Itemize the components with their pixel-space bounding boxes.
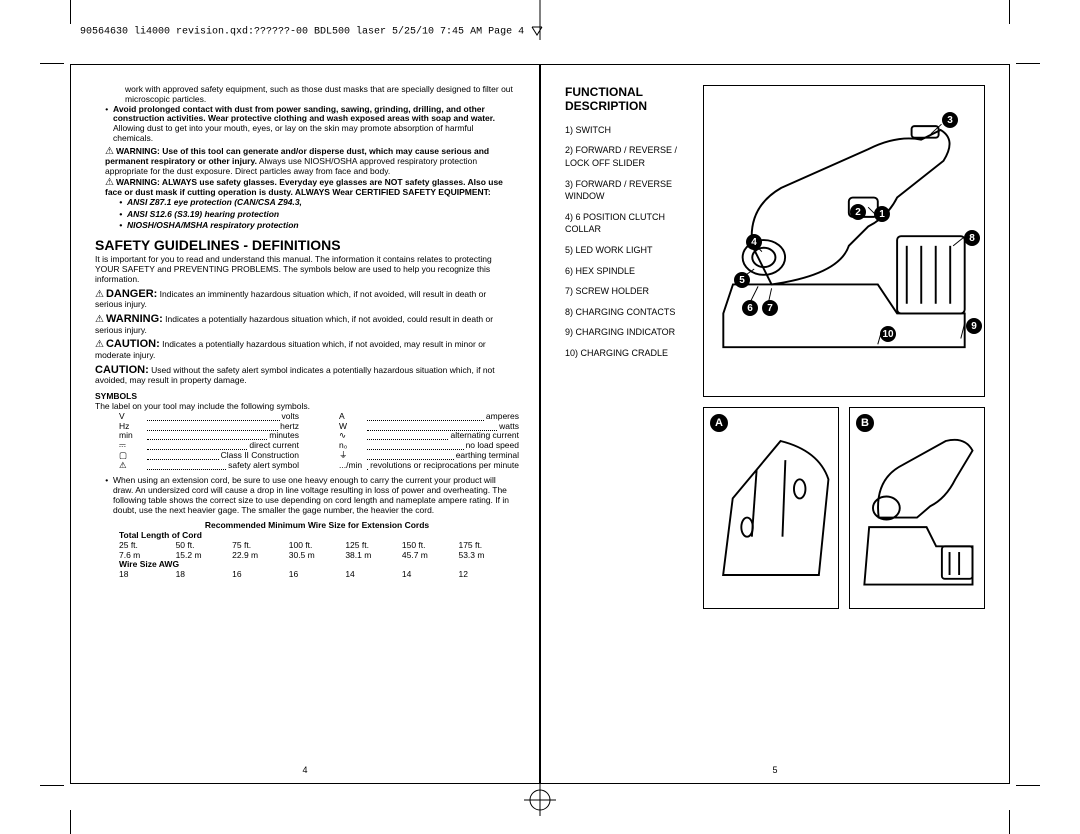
callout-2: 2 (850, 204, 866, 220)
definitions-intro: It is important for you to read and unde… (95, 255, 515, 284)
callout-9: 9 (966, 318, 982, 334)
definitions-heading: SAFETY GUIDELINES - DEFINITIONS (95, 237, 515, 253)
caution-row: CAUTION: Indicates a potentially hazardo… (95, 338, 515, 360)
functional-item: 4) 6 POSITION CLUTCH COLLAR (565, 211, 695, 236)
functional-item: 6) HEX SPINDLE (565, 265, 695, 278)
warning-row: WARNING: Indicates a potentially hazardo… (95, 313, 515, 335)
cert-list: ANSI Z87.1 eye protection (CAN/CSA Z94.3… (109, 198, 515, 231)
functional-item: 5) LED WORK LIGHT (565, 244, 695, 257)
functional-item: 8) CHARGING CONTACTS (565, 306, 695, 319)
functional-item: 3) FORWARD / REVERSE WINDOW (565, 178, 695, 203)
figure-main: 3 21 4 8 5 67 10 9 (703, 85, 985, 397)
callout-3: 3 (942, 112, 958, 128)
functional-item: 9) CHARGING INDICATOR (565, 326, 695, 339)
page-spread: work with approved safety equipment, suc… (70, 64, 1010, 784)
symbols-intro: The label on your tool may include the f… (95, 402, 515, 412)
warning-glasses: WARNING: ALWAYS use safety glasses. Ever… (95, 177, 515, 198)
page-number-right: 5 (772, 765, 777, 775)
callout-6: 6 (742, 300, 758, 316)
callout-4: 4 (746, 234, 762, 250)
figures-column: 3 21 4 8 5 67 10 9 A B (703, 85, 985, 767)
symbol-row: Vvolts (119, 412, 299, 422)
top-continuation: work with approved safety equipment, suc… (95, 85, 515, 105)
page-right: FUNCTIONAL DESCRIPTION 1) SWITCH 2) FORWA… (540, 64, 1010, 784)
caution2-row: CAUTION: Used without the safety alert s… (95, 364, 515, 386)
callout-5: 5 (734, 272, 750, 288)
callout-1: 1 (874, 206, 890, 222)
danger-row: DANGER: Indicates an imminently hazardou… (95, 288, 515, 310)
functional-item: 1) SWITCH (565, 124, 695, 137)
ext-cord-bullet: When using an extension cord, be sure to… (113, 476, 515, 515)
warning-dust: WARNING: Use of this tool can generate a… (95, 146, 515, 177)
print-header: 90564630 li4000 revision.qxd:??????-00 B… (80, 24, 544, 38)
callout-10: 10 (880, 326, 896, 342)
callout-8: 8 (964, 230, 980, 246)
cradle-underside (704, 408, 838, 608)
cord-table: Recommended Minimum Wire Size for Extens… (95, 521, 515, 580)
symbol-table: VvoltsHzhertzminminutes⎓direct current▢C… (95, 412, 515, 471)
functional-item: 7) SCREW HOLDER (565, 285, 695, 298)
functional-desc-column: FUNCTIONAL DESCRIPTION 1) SWITCH 2) FORWA… (565, 85, 703, 767)
page-left: work with approved safety equipment, suc… (70, 64, 540, 784)
symbol-row: Aamperes (339, 412, 519, 422)
page-number-left: 4 (302, 765, 307, 775)
symbol-row: ⚠safety alert symbol (119, 461, 299, 471)
bullet-avoid-dust: Avoid prolonged contact with dust from p… (113, 105, 515, 144)
symbol-row: .../minrevolutions or reciprocations per… (339, 461, 519, 471)
functional-heading: FUNCTIONAL DESCRIPTION (565, 85, 695, 114)
figure-a: A (703, 407, 839, 609)
callout-7: 7 (762, 300, 778, 316)
figure-b: B (849, 407, 985, 609)
functional-item: 2) FORWARD / REVERSE / LOCK OFF SLIDER (565, 144, 695, 169)
tool-in-cradle (850, 408, 984, 608)
functional-item: 10) CHARGING CRADLE (565, 347, 695, 360)
